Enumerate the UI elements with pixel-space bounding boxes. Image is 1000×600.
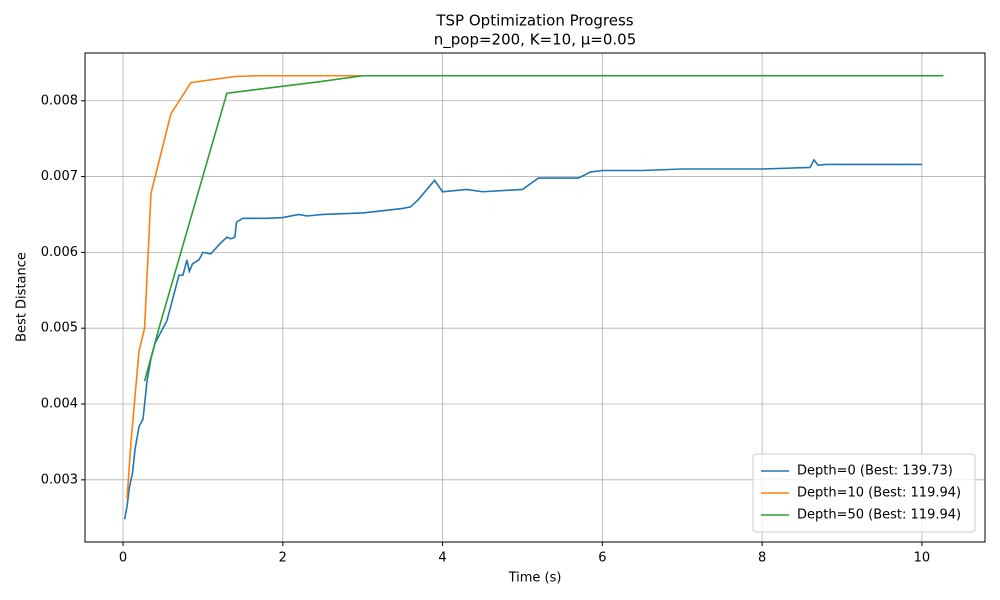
y-tick-label: 0.004 xyxy=(41,397,78,412)
x-tick-label: 10 xyxy=(914,551,931,566)
legend-label: Depth=10 (Best: 119.94) xyxy=(797,486,961,501)
series-line xyxy=(126,74,363,499)
y-tick-label: 0.003 xyxy=(41,472,78,487)
series-line xyxy=(143,74,944,382)
y-tick-label: 0.007 xyxy=(41,169,78,184)
x-tick-label: 2 xyxy=(279,551,287,566)
y-axis-label: Best Distance xyxy=(15,252,30,342)
legend-label: Depth=50 (Best: 119.94) xyxy=(797,508,961,523)
x-tick-label: 4 xyxy=(438,551,446,566)
x-axis-label: Time (s) xyxy=(508,571,562,586)
x-tick-label: 8 xyxy=(758,551,766,566)
legend-box xyxy=(752,453,976,533)
y-tick-label: 0.008 xyxy=(41,93,78,108)
chart-title: TSP Optimization Progress xyxy=(435,12,633,30)
x-tick-label: 0 xyxy=(119,551,127,566)
y-tick-label: 0.005 xyxy=(41,321,78,336)
x-tick-label: 6 xyxy=(598,551,606,566)
y-tick-label: 0.006 xyxy=(41,245,78,260)
plot-frame xyxy=(84,52,986,543)
chart-subtitle: n_pop=200, K=10, μ=0.05 xyxy=(434,31,637,50)
legend-label: Depth=0 (Best: 139.73) xyxy=(797,464,953,479)
